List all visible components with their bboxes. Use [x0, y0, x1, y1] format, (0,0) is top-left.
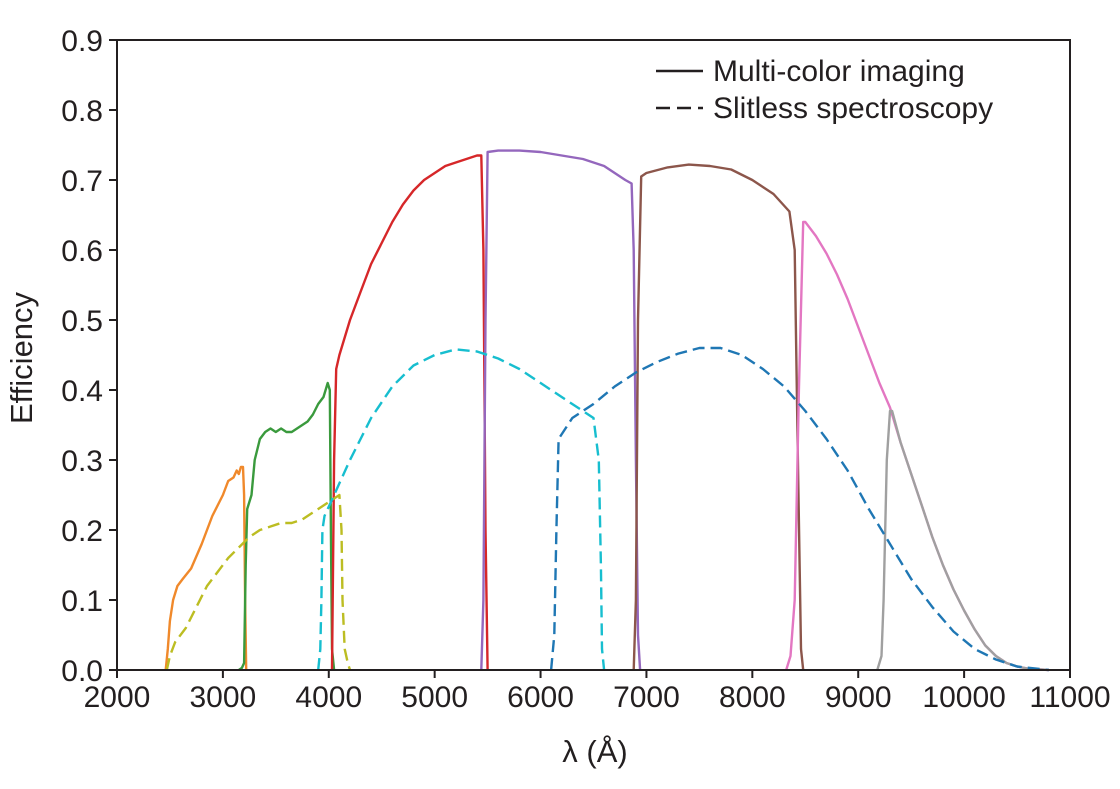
y-tick-label: 0.4 — [61, 375, 103, 408]
series-line-8 — [317, 348, 606, 671]
y-tick-label: 0.5 — [61, 305, 103, 338]
x-tick-label: 2000 — [84, 681, 151, 714]
x-tick-label: 10000 — [922, 681, 1005, 714]
plot-frame — [116, 39, 1071, 671]
series-line-0 — [164, 465, 248, 671]
axes-layer — [116, 39, 1071, 671]
series-layer — [164, 149, 1049, 672]
series-line-9 — [549, 346, 1049, 672]
series-line-5 — [785, 220, 1049, 672]
y-tick-label: 0.7 — [61, 165, 103, 198]
x-tick-label: 9000 — [825, 681, 892, 714]
legend-label-multi-color-imaging: Multi-color imaging — [713, 55, 965, 88]
ticks-layer: 2000 3000 4000 5000 6000 7000 8000 9000 10000 110… — [61, 25, 1110, 714]
y-tick-label: 0.9 — [61, 25, 103, 58]
legend-label-slitless-spectroscopy: Slitless spectroscopy — [713, 92, 993, 125]
series-line-7 — [165, 493, 352, 671]
y-tick-label: 0.0 — [61, 655, 103, 688]
x-tick-label: 6000 — [507, 681, 574, 714]
y-tick-label: 0.6 — [61, 235, 103, 268]
series-line-2 — [330, 154, 489, 671]
x-tick-label: 7000 — [613, 681, 680, 714]
series-line-3 — [480, 149, 642, 671]
y-tick-label: 0.8 — [61, 95, 103, 128]
y-tick-label: 0.3 — [61, 445, 103, 478]
series-line-4 — [632, 163, 805, 671]
series-line-6 — [876, 409, 1049, 672]
x-tick-label: 4000 — [295, 681, 362, 714]
x-tick-label: 8000 — [719, 681, 786, 714]
x-tick-label: 5000 — [401, 681, 468, 714]
y-axis-label: Efficiency — [4, 291, 39, 424]
legend: Multi-color imaging Slitless spectroscop… — [656, 55, 993, 125]
x-tick-label: 3000 — [190, 681, 257, 714]
y-tick-label: 0.2 — [61, 515, 103, 548]
x-tick-label: 11000 — [1029, 681, 1110, 714]
x-axis-label: λ (Å) — [562, 734, 627, 769]
series-line-1 — [238, 381, 336, 671]
y-tick-label: 0.1 — [61, 585, 103, 618]
